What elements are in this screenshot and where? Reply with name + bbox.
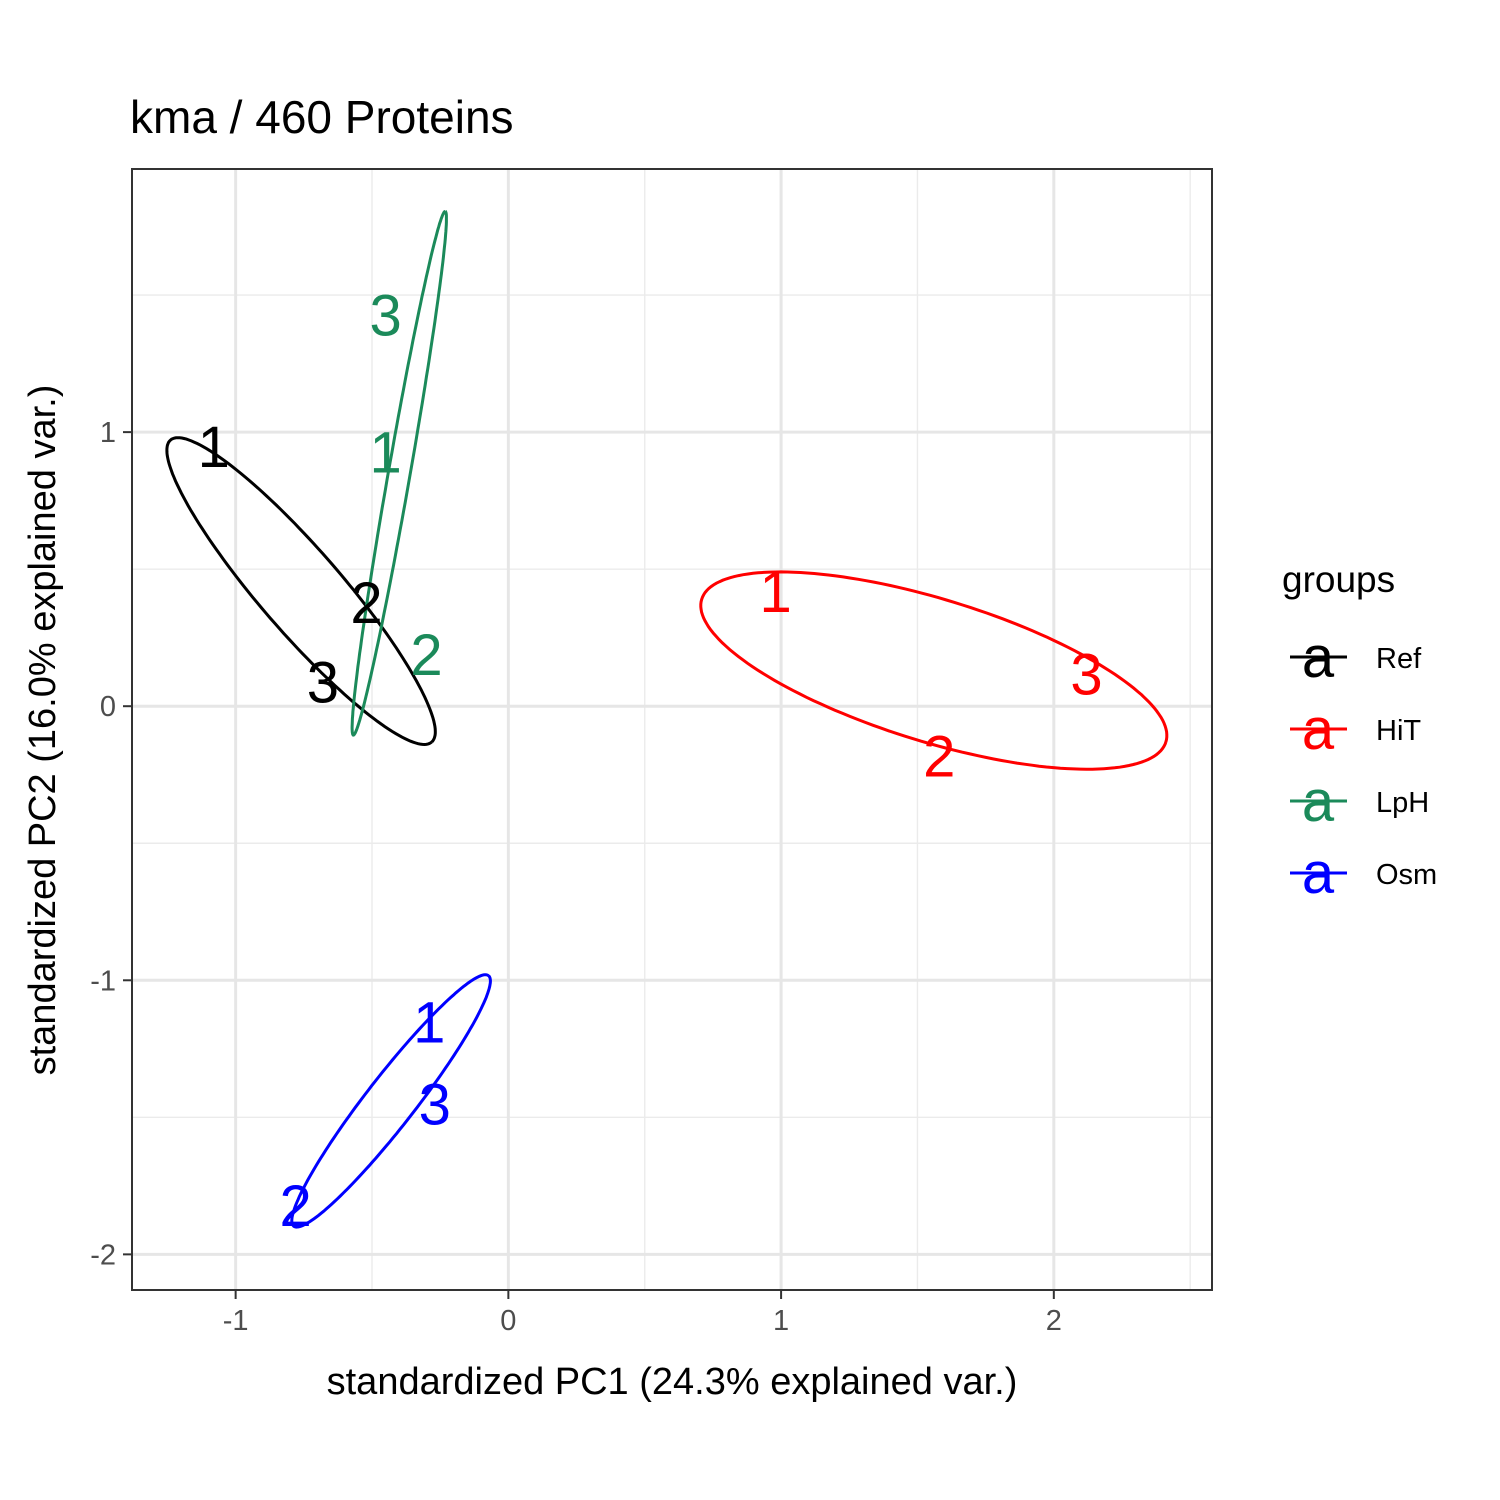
y-tick-label: -2: [90, 1239, 116, 1271]
plot-panel-border: [131, 168, 1213, 1291]
point-label-lph-2: 2: [410, 623, 442, 688]
legend-label-lph: LpH: [1376, 787, 1429, 819]
legend-key-glyph-osm: a: [1302, 841, 1335, 906]
ellipse-lph: [350, 209, 448, 737]
legend-key-glyph-ref: a: [1302, 625, 1335, 690]
y-tick-label: 0: [100, 691, 116, 723]
point-label-hit-3: 3: [1070, 642, 1102, 707]
chart-title: kma / 460 Proteins: [130, 91, 514, 143]
point-label-lph-1: 1: [370, 420, 402, 485]
x-tick-label: 1: [773, 1305, 789, 1337]
ellipses: [165, 209, 1169, 1229]
ellipse-ref: [165, 436, 437, 747]
x-tick-label: -1: [223, 1305, 249, 1337]
y-tick-label: -1: [90, 965, 116, 997]
legend: groups a Ref a HiT a LpH a Osm: [1282, 559, 1437, 906]
legend-key-glyph-lph: a: [1302, 769, 1335, 834]
point-label-ref-1: 1: [198, 415, 230, 480]
legend-title: groups: [1282, 559, 1395, 600]
point-label-hit-2: 2: [923, 725, 955, 790]
ellipse-osm: [290, 973, 492, 1229]
point-label-hit-1: 1: [760, 560, 792, 625]
x-axis-title: standardized PC1 (24.3% explained var.): [327, 1361, 1018, 1403]
point-label-osm-1: 1: [413, 990, 445, 1055]
y-tick-label: 1: [100, 417, 116, 449]
point-label-ref-3: 3: [307, 651, 339, 716]
x-tick-label: 2: [1046, 1305, 1062, 1337]
point-label-lph-3: 3: [370, 283, 402, 348]
ellipse-hit: [699, 570, 1169, 771]
x-tick-label: 0: [500, 1305, 516, 1337]
y-axis-title: standardized PC2 (16.0% explained var.): [22, 385, 64, 1076]
legend-key-glyph-hit: a: [1302, 697, 1335, 762]
legend-label-ref: Ref: [1376, 643, 1422, 675]
legend-label-hit: HiT: [1376, 715, 1421, 747]
grid: [132, 169, 1212, 1290]
point-label-osm-3: 3: [419, 1073, 451, 1138]
plot-panel-background: [132, 169, 1212, 1290]
legend-label-osm: Osm: [1376, 859, 1437, 891]
point-label-osm-2: 2: [280, 1174, 312, 1239]
point-label-ref-2: 2: [350, 571, 382, 636]
axis-ticks: -1 0 1 2 -2 -1 0 1: [90, 417, 1062, 1337]
